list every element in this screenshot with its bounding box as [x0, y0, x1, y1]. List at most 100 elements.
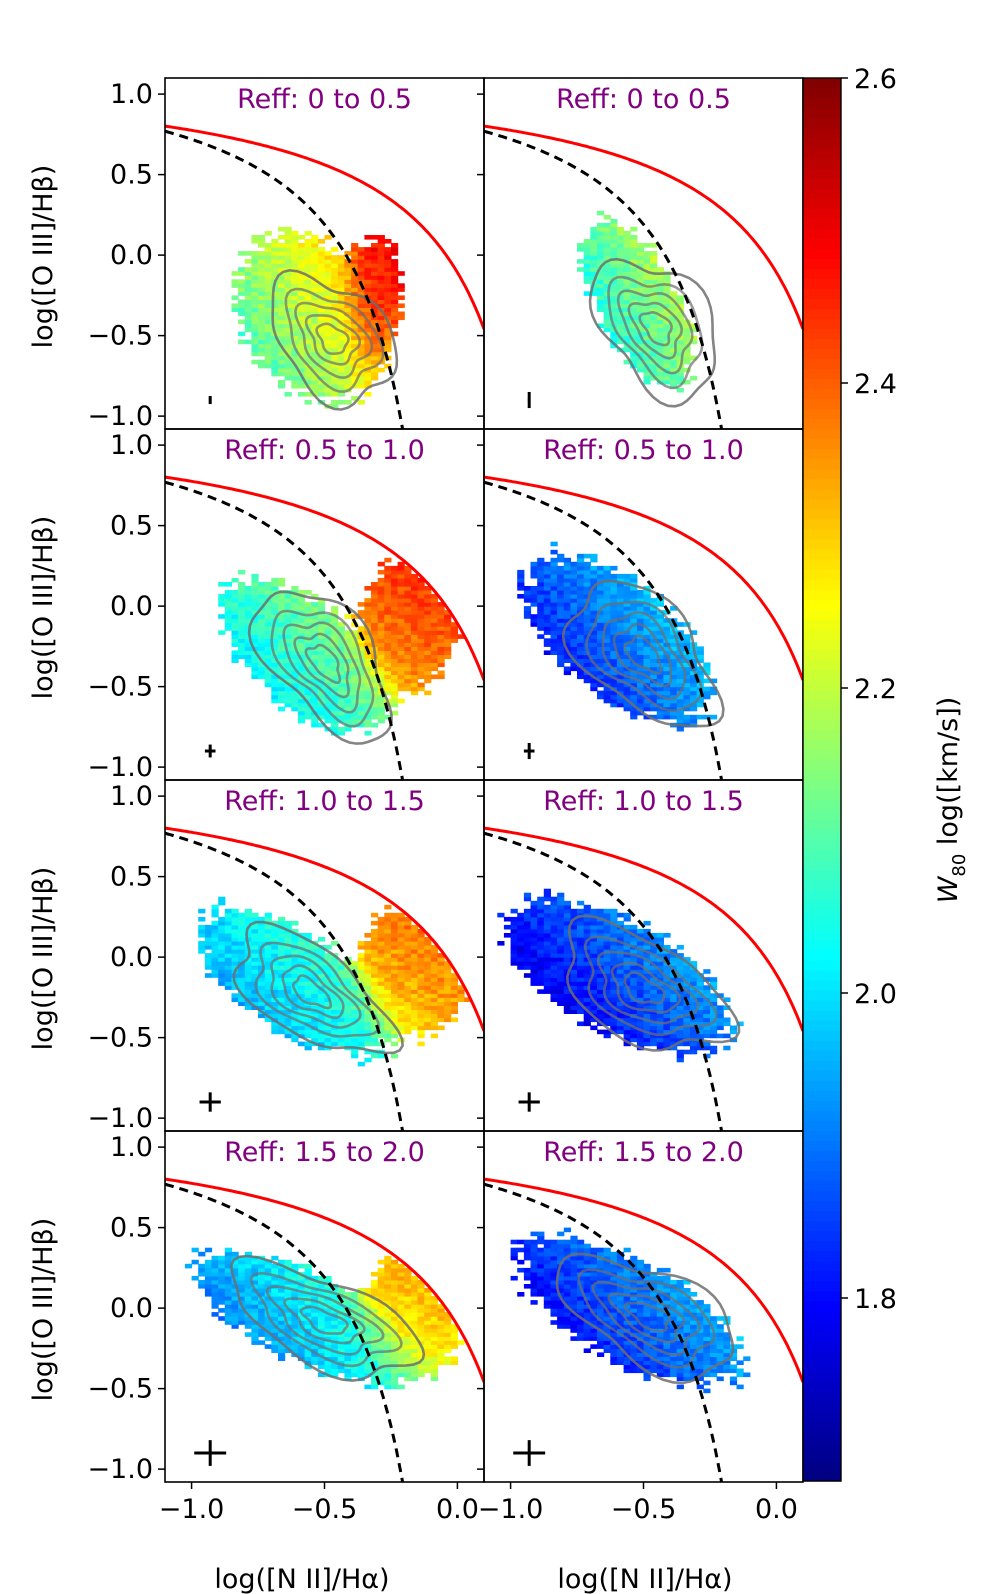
heatmap-bin [271, 698, 279, 704]
heatmap-bin [537, 573, 545, 579]
heatmap-bin [258, 243, 266, 248]
heatmap-bin [397, 303, 405, 308]
heatmap-bin [643, 670, 651, 676]
heatmap-bin [450, 630, 458, 635]
heatmap-bin [291, 1013, 299, 1019]
heatmap-bin [244, 610, 252, 615]
heatmap-bin [623, 706, 631, 712]
heatmap-bin [543, 586, 551, 591]
heatmap-bin [324, 1041, 332, 1047]
heatmap-bin [278, 335, 286, 341]
heatmap-bin [357, 1037, 365, 1043]
heatmap-bin [577, 561, 585, 567]
heatmap-bin [291, 606, 299, 611]
heatmap-bin [563, 561, 571, 567]
heatmap-bin [616, 339, 625, 345]
heatmap-bin [670, 678, 678, 684]
heatmap-bin [218, 920, 226, 926]
heatmap-bin [337, 658, 345, 663]
heatmap-bin [630, 590, 638, 595]
heatmap-bin [404, 590, 412, 595]
heatmap-bin [643, 630, 651, 635]
heatmap-bin [324, 658, 332, 663]
heatmap-bin [251, 590, 259, 595]
heatmap-bin [397, 573, 405, 579]
heatmap-bin [696, 989, 704, 994]
panel-plot-area [165, 124, 484, 429]
heatmap-bin [636, 658, 645, 663]
heatmap-bin [676, 989, 684, 994]
heatmap-bin [537, 577, 545, 583]
heatmap-bin [284, 981, 292, 986]
heatmap-bin [231, 1316, 239, 1321]
heatmap-bin [650, 610, 658, 615]
heatmap-bin [351, 259, 359, 264]
heatmap-bin [364, 953, 372, 958]
heatmap-bin [630, 287, 638, 292]
heatmap-bin [337, 303, 345, 308]
heatmap-bin [304, 606, 312, 611]
heatmap-bin [351, 1017, 359, 1023]
heatmap-bin [391, 1001, 399, 1006]
heatmap-bin [583, 606, 591, 611]
heatmap-bin [563, 586, 571, 591]
heatmap-bin [404, 654, 412, 659]
heatmap-bin [583, 259, 591, 264]
heatmap-bin [650, 363, 658, 369]
heatmap-bin [550, 937, 558, 942]
heatmap-bin [278, 630, 286, 635]
heatmap-bin [623, 359, 631, 365]
heatmap-bin [238, 933, 246, 938]
heatmap-bin [610, 283, 618, 288]
heatmap-bin [304, 1045, 312, 1051]
heatmap-bin [204, 1271, 213, 1277]
heatmap-bin [430, 622, 438, 627]
heatmap-bin [523, 924, 532, 930]
heatmap-bin [616, 315, 625, 321]
heatmap-bin [404, 945, 412, 950]
heatmap-bin [590, 989, 598, 994]
heatmap-bin [258, 295, 266, 300]
heatmap-bin [231, 1288, 239, 1293]
heatmap-bin [391, 985, 399, 990]
heatmap-bin [391, 565, 399, 571]
heatmap-bin [258, 1316, 266, 1321]
heatmap-bin [384, 315, 392, 321]
heatmap-bin [364, 658, 372, 663]
heatmap-bin [251, 291, 259, 296]
heatmap-bin [258, 622, 266, 627]
heatmap-bin [676, 1057, 684, 1063]
heatmap-bin [656, 953, 664, 958]
heatmap-bin [357, 602, 365, 607]
heatmap-bin [278, 307, 286, 312]
heatmap-bin [597, 598, 605, 603]
heatmap-bin [543, 912, 551, 918]
heatmap-bin [623, 1033, 631, 1039]
heatmap-bin [337, 662, 345, 668]
heatmap-bin [377, 957, 385, 962]
heatmap-bin [264, 339, 272, 345]
heatmap-bin [271, 359, 279, 365]
heatmap-bin [218, 1263, 226, 1269]
heatmap-bin [357, 299, 365, 304]
heatmap-bin [404, 598, 412, 603]
heatmap-bin [703, 1001, 711, 1006]
heatmap-bin [590, 638, 598, 643]
heatmap-bin [537, 606, 545, 611]
heatmap-bin [337, 670, 345, 676]
heatmap-bin [331, 343, 339, 349]
heatmap-bin [251, 674, 259, 680]
heatmap-bin [337, 1041, 345, 1047]
heatmap-bin [384, 642, 392, 647]
heatmap-bin [304, 981, 312, 986]
heatmap-bin [218, 941, 226, 946]
heatmap-bin [537, 941, 545, 946]
heatmap-bin [324, 335, 332, 341]
heatmap-bin [364, 291, 372, 296]
heatmap-bin [377, 1025, 385, 1031]
heatmap-bin [317, 993, 326, 998]
heatmap-bin [563, 666, 571, 672]
heatmap-bin [577, 662, 585, 668]
heatmap-bin [577, 908, 585, 914]
heatmap-bin [284, 255, 292, 260]
